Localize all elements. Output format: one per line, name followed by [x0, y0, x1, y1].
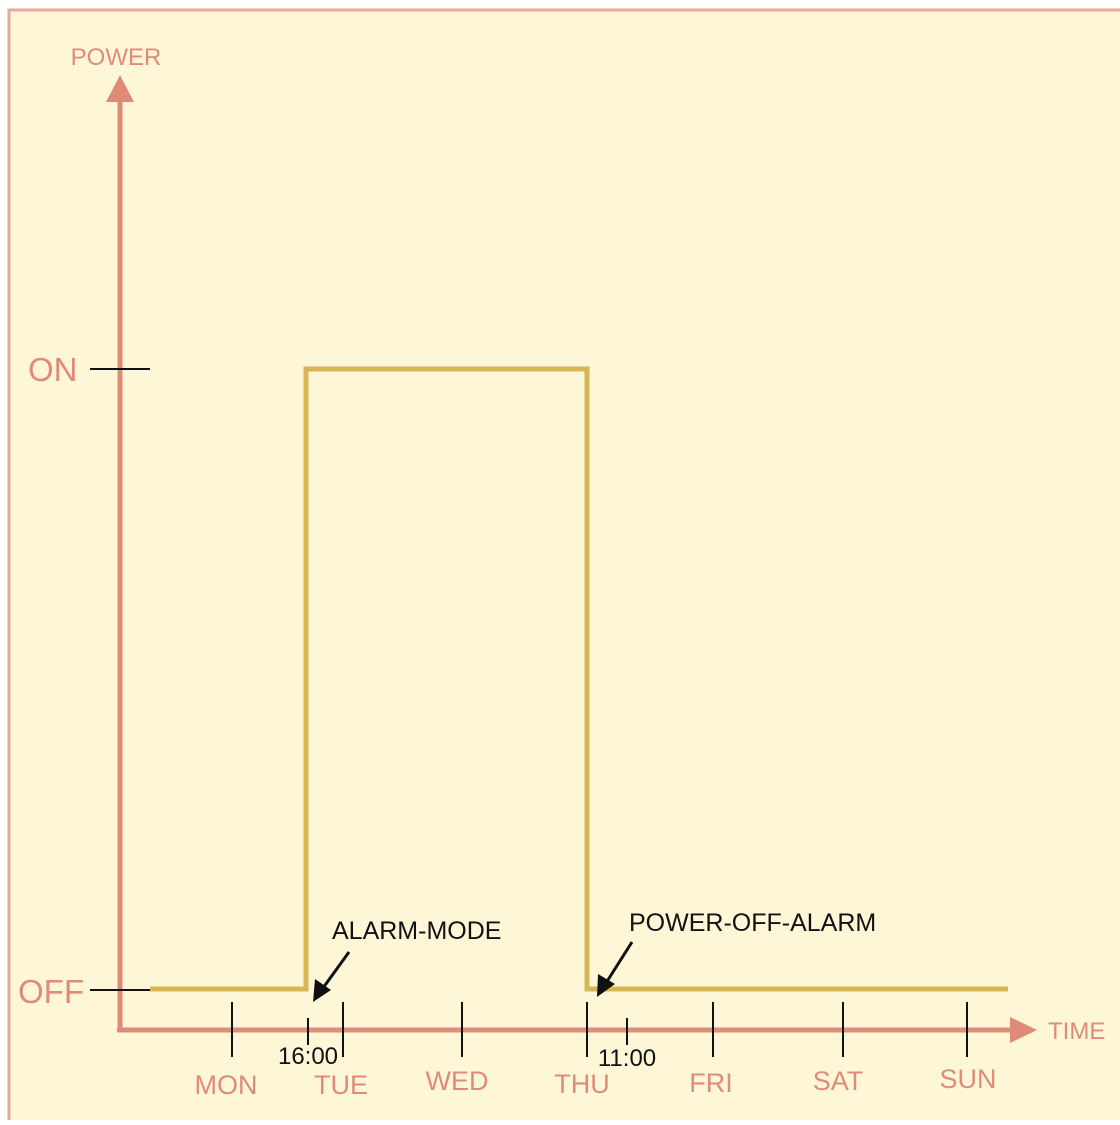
time-label-alarm: 16:00: [278, 1043, 338, 1070]
annotation-power-off-alarm: POWER-OFF-ALARM: [629, 909, 876, 937]
x-axis-arrow-icon: [1010, 1017, 1037, 1043]
day-label-thu: THU: [554, 1069, 610, 1099]
day-label-sat: SAT: [813, 1066, 864, 1096]
alarm-mode-arrow-icon: [313, 979, 331, 1002]
day-label-sun: SUN: [939, 1064, 996, 1094]
y-axis-arrow-icon: [106, 75, 134, 102]
level-label-off: OFF: [18, 973, 84, 1010]
x-axis-label: TIME: [1048, 1018, 1105, 1045]
day-label-wed: WED: [426, 1066, 489, 1096]
day-label-mon: MON: [195, 1070, 258, 1100]
annotation-alarm-mode: ALARM-MODE: [332, 917, 501, 945]
diagram-background: [7, 8, 1120, 1125]
level-label-on: ON: [28, 351, 78, 388]
day-label-tue: TUE: [314, 1070, 368, 1100]
day-label-fri: FRI: [689, 1068, 733, 1098]
y-axis-label: POWER: [71, 44, 162, 71]
power-signal-line: [150, 366, 1008, 992]
power-off-alarm-arrow-icon: [597, 974, 615, 997]
time-label-power-off: 11:00: [598, 1045, 656, 1072]
alarm-mode-arrow-line: [321, 951, 351, 989]
power-off-alarm-arrow-line: [604, 941, 634, 984]
